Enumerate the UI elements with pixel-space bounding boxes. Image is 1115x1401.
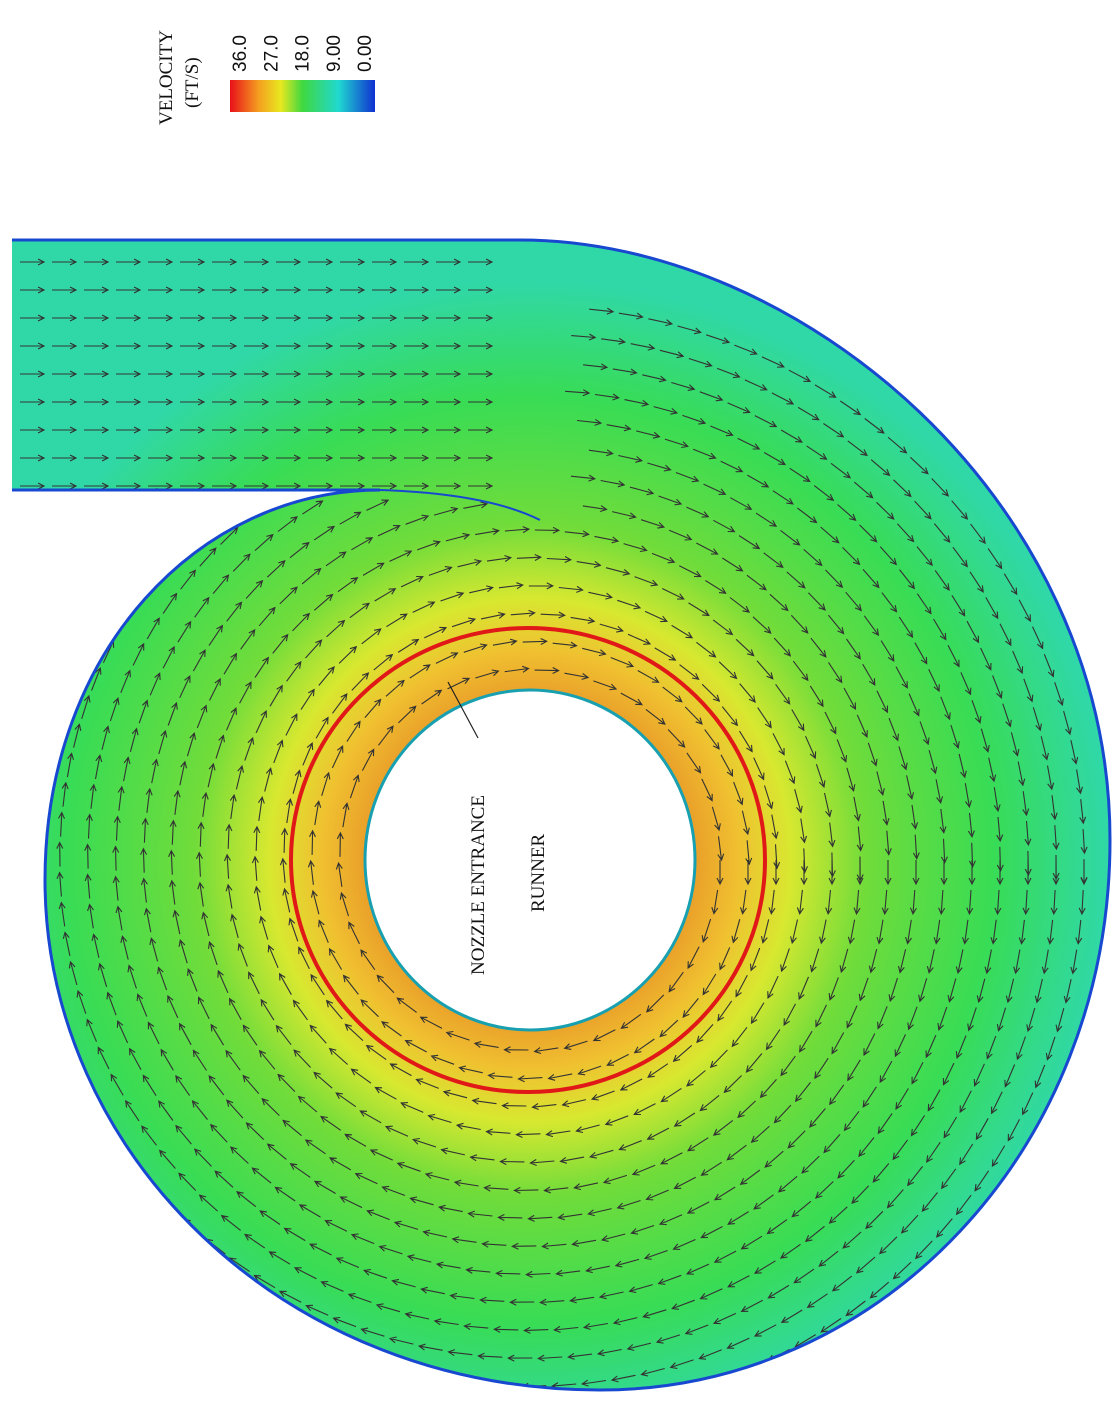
vector-row: [20, 482, 494, 490]
runner: [363, 688, 697, 1032]
vector-ring: [279, 609, 781, 1111]
vector-row: [20, 286, 494, 294]
vector-ring: [140, 474, 920, 1250]
nozzle-entrance-circle: [289, 626, 767, 1094]
nozzle-label: NOZZLE ENTRANCE: [468, 795, 489, 975]
vector-ring: [335, 665, 725, 1055]
vector-ring: [251, 582, 809, 1138]
tongue-wall: [379, 489, 541, 521]
vector-ring: [307, 638, 753, 1083]
vector-ring: [195, 526, 864, 1194]
legend-title: VELOCITY: [156, 30, 177, 125]
vector-row: [20, 454, 494, 462]
leader-line: [447, 681, 479, 739]
casing-wall: [12, 238, 1112, 1392]
vector-row: [20, 342, 494, 350]
vector-row: [20, 426, 494, 434]
colorbar-tick-label: 9.00: [324, 35, 345, 72]
colorbar-tick-label: 0.00: [355, 35, 376, 72]
colorbar-tick-label: 27.0: [261, 35, 282, 72]
vector-row: [20, 398, 494, 406]
vector-row: [20, 314, 494, 322]
vector-ring: [223, 553, 836, 1167]
colorbar: [230, 80, 375, 112]
vector-ring: [84, 418, 976, 1306]
colorbar-tick-label: 36.0: [230, 35, 251, 72]
runner-label: RUNNER: [528, 834, 549, 912]
vector-ring: [168, 501, 892, 1222]
legend-unit: (FT/S): [182, 57, 203, 108]
colorbar-tick-label: 18.0: [293, 35, 314, 72]
vector-ring: [112, 449, 948, 1278]
vector-row: [20, 258, 494, 266]
vector-row: [20, 370, 494, 378]
colorbar-ticks: 36.0 27.0 18.0 9.00 0.00: [230, 35, 376, 72]
